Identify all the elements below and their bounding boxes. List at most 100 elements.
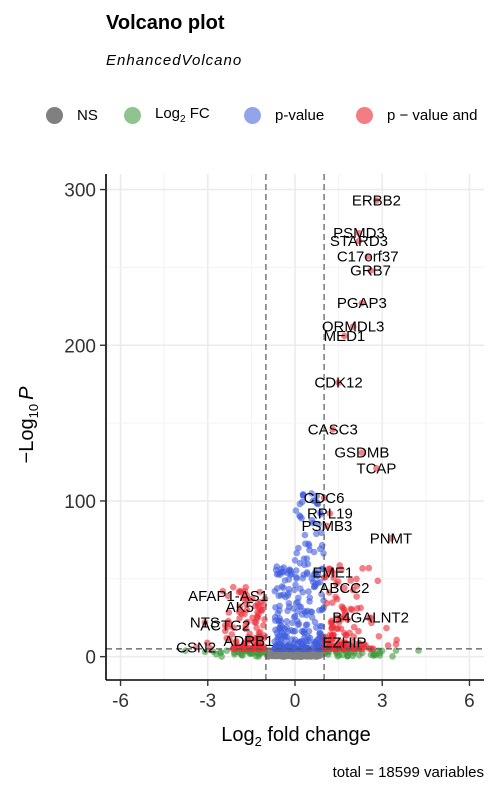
point-ak5 bbox=[236, 603, 244, 611]
point-both bbox=[329, 599, 336, 606]
point-pnmt bbox=[387, 535, 395, 542]
point-pvalue bbox=[308, 490, 315, 497]
point-cdk12 bbox=[335, 379, 342, 386]
point-both bbox=[330, 643, 337, 651]
point-both bbox=[353, 575, 360, 583]
point-both bbox=[348, 606, 356, 614]
y-tick-label: 200 bbox=[64, 336, 96, 357]
point-pvalue bbox=[295, 544, 302, 552]
point-fc bbox=[218, 653, 225, 660]
x-tick-label: 6 bbox=[464, 691, 475, 712]
point-pvalue bbox=[302, 540, 309, 547]
point-both bbox=[256, 628, 264, 636]
point-both bbox=[340, 645, 348, 652]
point-pvalue bbox=[314, 571, 322, 578]
point-pvalue bbox=[312, 640, 320, 647]
point-pvalue bbox=[308, 516, 316, 524]
point-both bbox=[392, 640, 400, 648]
point-both bbox=[241, 610, 248, 618]
point-both bbox=[323, 599, 330, 607]
point-pvalue bbox=[273, 571, 281, 578]
gene-label-psmd3: PSMD3 bbox=[333, 225, 385, 242]
point-pvalue bbox=[285, 599, 293, 607]
point-both bbox=[357, 604, 364, 612]
x-tick-label: 3 bbox=[377, 691, 388, 712]
point-pvalue bbox=[285, 585, 293, 593]
point-pvalue bbox=[271, 587, 279, 595]
legend-item-ns: NS bbox=[46, 103, 98, 127]
point-both bbox=[344, 616, 351, 623]
point-ns bbox=[271, 652, 279, 659]
point-pvalue bbox=[303, 555, 311, 562]
point-pvalue bbox=[291, 627, 299, 635]
gene-label-ak5: AK5 bbox=[226, 599, 254, 616]
point-pvalue bbox=[292, 581, 299, 589]
point-pvalue bbox=[280, 632, 288, 639]
point-pvalue bbox=[279, 584, 287, 591]
y-tick-label: 300 bbox=[64, 181, 96, 202]
point-pvalue bbox=[308, 608, 316, 616]
y-tick-label: 0 bbox=[85, 648, 96, 669]
point-both bbox=[353, 593, 360, 600]
point-pvalue bbox=[299, 574, 307, 582]
point-adrb1 bbox=[245, 637, 252, 645]
point-both bbox=[332, 580, 340, 587]
point-both bbox=[242, 642, 249, 650]
point-pvalue bbox=[316, 629, 324, 637]
point-fc bbox=[212, 650, 220, 658]
point-pvalue bbox=[274, 641, 282, 649]
gene-label-abcc2: ABCC2 bbox=[319, 580, 369, 597]
point-pvalue bbox=[313, 500, 321, 507]
point-both bbox=[206, 644, 214, 652]
point-pvalue bbox=[313, 530, 320, 538]
legend-dot-log2fc bbox=[124, 106, 141, 124]
x-tick-label: -6 bbox=[112, 691, 129, 712]
point-pvalue bbox=[301, 531, 309, 539]
y-axis-label: −Log10P bbox=[16, 386, 41, 464]
point-pvalue bbox=[306, 546, 313, 554]
point-both bbox=[240, 595, 247, 602]
point-ezhip bbox=[341, 639, 348, 646]
gene-label-eme1: EME1 bbox=[312, 565, 353, 582]
point-pvalue bbox=[290, 605, 297, 612]
x-axis-label: Log2 fold change bbox=[221, 724, 371, 749]
point-afap1-as1 bbox=[224, 592, 232, 600]
point-psmb3 bbox=[323, 522, 331, 530]
point-both bbox=[350, 623, 358, 631]
point-both bbox=[242, 625, 249, 633]
point-both bbox=[347, 577, 354, 584]
point-pvalue bbox=[315, 607, 323, 614]
legend-label-ns: NS bbox=[77, 106, 98, 124]
legend-dot-pvalue bbox=[244, 106, 261, 124]
point-both bbox=[375, 633, 383, 640]
point-both bbox=[251, 634, 259, 642]
point-pvalue bbox=[276, 602, 283, 610]
point-pvalue bbox=[294, 621, 302, 629]
point-grb7 bbox=[367, 267, 374, 274]
point-both bbox=[374, 577, 382, 585]
point-tcap bbox=[373, 464, 380, 472]
point-pvalue bbox=[291, 556, 299, 564]
legend-label-both: p − value and bbox=[387, 106, 478, 124]
point-fc bbox=[371, 651, 378, 658]
point-pvalue bbox=[312, 580, 319, 587]
gene-label-cdc6: CDC6 bbox=[304, 490, 345, 507]
point-pvalue bbox=[283, 618, 291, 625]
legend-label-pvalue: p-value bbox=[275, 106, 325, 124]
point-both bbox=[254, 614, 261, 622]
chart-title: Volcano plot bbox=[106, 12, 225, 34]
point-gsdmb bbox=[358, 449, 366, 456]
point-rpl19 bbox=[326, 510, 334, 517]
point-pvalue bbox=[312, 624, 320, 631]
point-both bbox=[261, 616, 268, 623]
point-both bbox=[350, 633, 358, 640]
point-stard3 bbox=[355, 237, 363, 245]
point-pvalue bbox=[277, 627, 284, 634]
point-pvalue bbox=[292, 644, 299, 652]
point-both bbox=[329, 623, 337, 630]
point-pvalue bbox=[299, 492, 307, 499]
point-pvalue bbox=[291, 639, 298, 646]
gene-label-ormdl3: ORMDL3 bbox=[322, 319, 385, 336]
gene-label-pgap3: PGAP3 bbox=[337, 295, 387, 312]
